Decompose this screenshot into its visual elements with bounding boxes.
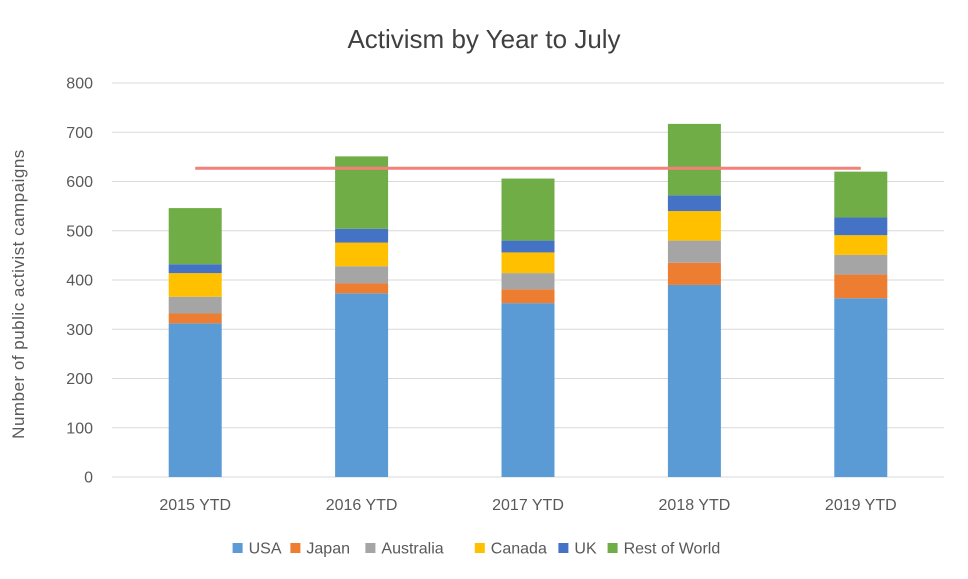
bars (168, 123, 888, 477)
x-tick-label: 2018 YTD (659, 497, 731, 514)
x-tick-label: 2016 YTD (326, 497, 398, 514)
legend-swatch (474, 543, 485, 553)
legend-swatch (607, 543, 618, 553)
legend-swatch (558, 543, 569, 553)
bar-segment (501, 273, 555, 290)
y-tick-label: 0 (84, 470, 93, 487)
y-tick-label: 400 (66, 273, 93, 290)
bar-segment (667, 123, 721, 196)
legend-swatch (290, 543, 301, 553)
bar-segment (667, 211, 721, 241)
bar-segment (335, 283, 389, 294)
bar-segment (168, 296, 222, 314)
legend-label: UK (574, 541, 597, 558)
bar-segment (834, 254, 888, 275)
legend-label: Canada (491, 541, 547, 558)
bar-segment (667, 284, 721, 477)
bar-segment (335, 266, 389, 284)
chart-title: Activism by Year to July (347, 24, 620, 54)
bar-segment (667, 262, 721, 285)
bar-segment (168, 264, 222, 274)
bar-segment (501, 289, 555, 304)
bar-segment (834, 235, 888, 255)
bar-segment (501, 240, 555, 253)
bar-segment (335, 228, 389, 243)
bar-segment (834, 298, 888, 477)
y-axis-ticks: 0 100 200 300 400 500 600 700 800 (66, 76, 93, 487)
legend-label: USA (249, 541, 282, 558)
bar-segment (501, 252, 555, 274)
bar-segment (834, 274, 888, 299)
bar-segment (168, 323, 222, 477)
bar-segment (335, 242, 389, 267)
y-tick-label: 200 (66, 371, 93, 388)
x-tick-label: 2017 YTD (492, 497, 564, 514)
bar-segment (501, 178, 555, 241)
x-tick-label: 2015 YTD (159, 497, 231, 514)
bar-segment (168, 208, 222, 265)
y-tick-label: 500 (66, 223, 93, 240)
bar-segment (168, 273, 222, 297)
y-tick-label: 300 (66, 322, 93, 339)
legend-label: Rest of World (624, 541, 721, 558)
bar-segment (667, 195, 721, 212)
y-tick-label: 600 (66, 174, 93, 191)
legend-swatch (365, 543, 376, 553)
x-tick-label: 2019 YTD (825, 497, 897, 514)
legend: USA Japan Australia Canada UK Rest of World (232, 541, 721, 558)
bar-segment (834, 171, 888, 218)
y-tick-label: 100 (66, 420, 93, 437)
legend-label: Japan (306, 541, 350, 558)
bar-segment (667, 240, 721, 263)
y-axis-label: Number of public activist campaigns (9, 149, 28, 439)
bar-segment (501, 303, 555, 477)
bar-segment (335, 293, 389, 477)
legend-label: Australia (381, 541, 443, 558)
y-tick-label: 800 (66, 76, 93, 93)
y-tick-label: 700 (66, 125, 93, 142)
x-axis-ticks: 2015 YTD 2016 YTD 2017 YTD 2018 YTD 2019 YTD (159, 497, 896, 514)
bar-segment (168, 313, 222, 324)
bar-segment (834, 217, 888, 236)
legend-swatch (232, 543, 243, 553)
